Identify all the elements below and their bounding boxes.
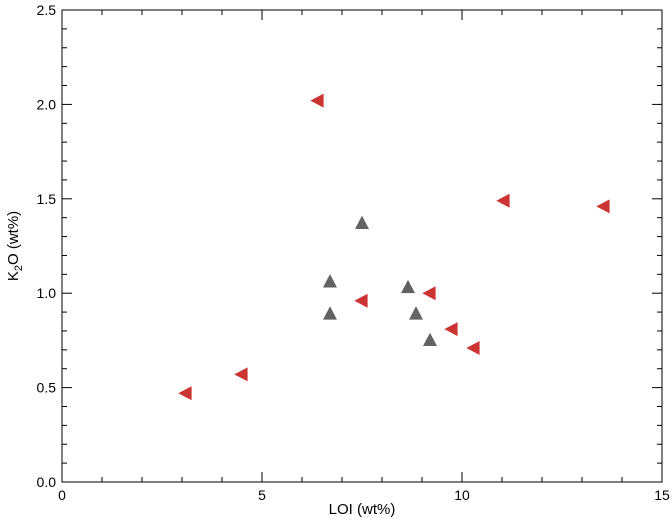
y-axis-title-subscript: 2	[13, 265, 25, 271]
y-tick-label: 2.0	[37, 96, 57, 112]
y-axis-title-suffix: O (wt%)	[5, 211, 22, 265]
data-point-triangle-left	[466, 340, 480, 355]
data-point-triangle-up	[355, 215, 369, 229]
data-point-triangle-up	[409, 306, 423, 320]
data-point-triangle-left	[496, 193, 510, 208]
data-point-triangle-up	[323, 274, 337, 288]
y-tick-label: 1.0	[37, 285, 57, 301]
y-tick-label: 0.0	[37, 474, 57, 490]
y-tick-label: 1.5	[37, 191, 57, 207]
data-point-triangle-left	[354, 293, 368, 308]
x-tick-label: 0	[58, 487, 66, 503]
data-point-triangle-left	[178, 386, 192, 401]
data-point-triangle-up	[423, 332, 437, 346]
x-axis-title: LOI (wt%)	[329, 501, 396, 518]
y-axis-title: K2O (wt%)	[5, 211, 25, 281]
axis-ticks	[61, 9, 663, 483]
data-point-triangle-left	[234, 367, 248, 382]
data-point-triangle-up	[401, 279, 415, 294]
y-axis-title-prefix: K	[5, 271, 22, 281]
x-tick-label: 10	[454, 487, 470, 503]
data-markers	[178, 93, 610, 401]
data-point-triangle-left	[596, 199, 610, 214]
data-point-triangle-left	[444, 322, 458, 337]
y-tick-label: 0.5	[37, 380, 57, 396]
x-tick-label: 15	[654, 487, 670, 503]
x-tick-label: 5	[258, 487, 266, 503]
y-tick-label: 2.5	[37, 2, 57, 18]
data-point-triangle-left	[310, 93, 324, 108]
plot-frame	[61, 9, 663, 483]
data-point-triangle-up	[323, 306, 337, 320]
axis-tick-labels: 0 5 10 15 0.0 0.5 1.0 1.5 2.0 2.5	[37, 2, 670, 503]
data-point-triangle-left	[422, 286, 436, 301]
